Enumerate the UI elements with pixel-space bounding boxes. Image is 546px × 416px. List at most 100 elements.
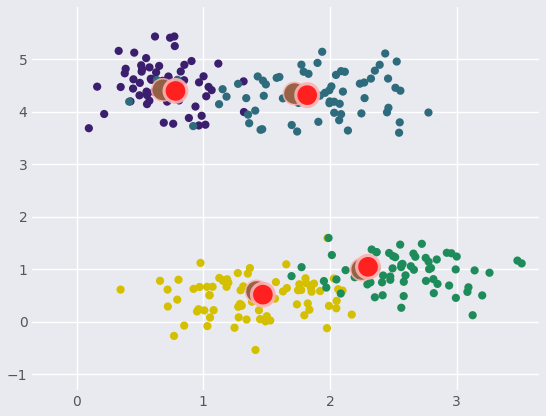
- Point: [149, 76, 157, 83]
- Point: [290, 90, 299, 97]
- Point: [129, 85, 138, 92]
- Point: [271, 279, 280, 285]
- Point: [142, 88, 151, 95]
- Point: [236, 287, 245, 294]
- Point: [325, 87, 334, 94]
- Point: [271, 295, 280, 302]
- Point: [347, 311, 356, 318]
- Point: [180, 62, 189, 68]
- Point: [513, 257, 522, 264]
- Point: [313, 59, 322, 66]
- Point: [410, 266, 418, 273]
- Point: [258, 126, 266, 133]
- Point: [328, 252, 336, 258]
- Point: [293, 128, 301, 135]
- Point: [272, 74, 281, 81]
- Point: [297, 62, 306, 68]
- Point: [245, 120, 253, 126]
- Point: [116, 286, 125, 293]
- Point: [470, 267, 479, 274]
- Point: [378, 279, 387, 286]
- Point: [126, 98, 135, 105]
- Point: [335, 117, 343, 124]
- Point: [218, 86, 227, 92]
- Point: [253, 73, 262, 80]
- Point: [158, 87, 167, 93]
- Point: [218, 277, 227, 284]
- Point: [463, 289, 472, 295]
- Point: [391, 84, 400, 91]
- Point: [116, 84, 125, 90]
- Point: [424, 109, 433, 116]
- Point: [222, 283, 231, 290]
- Point: [206, 314, 215, 321]
- Point: [263, 313, 271, 319]
- Point: [396, 87, 405, 94]
- Point: [191, 103, 200, 110]
- Point: [246, 265, 254, 271]
- Point: [205, 292, 214, 299]
- Point: [304, 70, 313, 77]
- Point: [422, 255, 430, 261]
- Point: [244, 111, 252, 118]
- Point: [125, 98, 134, 105]
- Point: [364, 263, 372, 270]
- Point: [325, 100, 334, 106]
- Point: [238, 302, 246, 309]
- Point: [432, 256, 441, 263]
- Point: [258, 291, 267, 298]
- Point: [209, 307, 218, 314]
- Point: [223, 276, 232, 282]
- Point: [338, 287, 347, 294]
- Point: [386, 277, 395, 283]
- Point: [240, 109, 248, 115]
- Point: [399, 293, 408, 300]
- Point: [386, 273, 395, 280]
- Point: [452, 295, 460, 301]
- Point: [237, 302, 246, 308]
- Point: [517, 260, 526, 267]
- Point: [478, 292, 486, 299]
- Point: [378, 292, 387, 299]
- Point: [234, 81, 242, 87]
- Point: [278, 288, 287, 295]
- Point: [395, 119, 404, 126]
- Point: [332, 305, 341, 312]
- Point: [254, 307, 263, 314]
- Point: [335, 101, 344, 107]
- Point: [169, 120, 177, 127]
- Point: [452, 266, 460, 273]
- Point: [152, 77, 161, 83]
- Point: [244, 270, 252, 277]
- Point: [195, 284, 204, 290]
- Point: [290, 90, 299, 97]
- Point: [333, 297, 341, 304]
- Point: [197, 112, 206, 119]
- Point: [158, 77, 167, 84]
- Point: [178, 90, 187, 97]
- Point: [170, 43, 179, 50]
- Point: [259, 92, 268, 99]
- Point: [163, 286, 172, 293]
- Point: [375, 62, 384, 68]
- Point: [203, 284, 211, 290]
- Point: [261, 318, 270, 325]
- Point: [422, 277, 430, 284]
- Point: [159, 81, 168, 87]
- Point: [357, 110, 366, 117]
- Point: [239, 283, 248, 290]
- Point: [357, 266, 366, 273]
- Point: [388, 265, 397, 272]
- Point: [325, 302, 334, 309]
- Point: [299, 68, 308, 75]
- Point: [341, 267, 350, 273]
- Point: [401, 272, 410, 279]
- Point: [442, 250, 451, 256]
- Point: [207, 87, 216, 94]
- Point: [177, 85, 186, 92]
- Point: [143, 92, 151, 99]
- Point: [297, 264, 306, 270]
- Point: [146, 75, 155, 82]
- Point: [369, 261, 377, 268]
- Point: [316, 92, 324, 99]
